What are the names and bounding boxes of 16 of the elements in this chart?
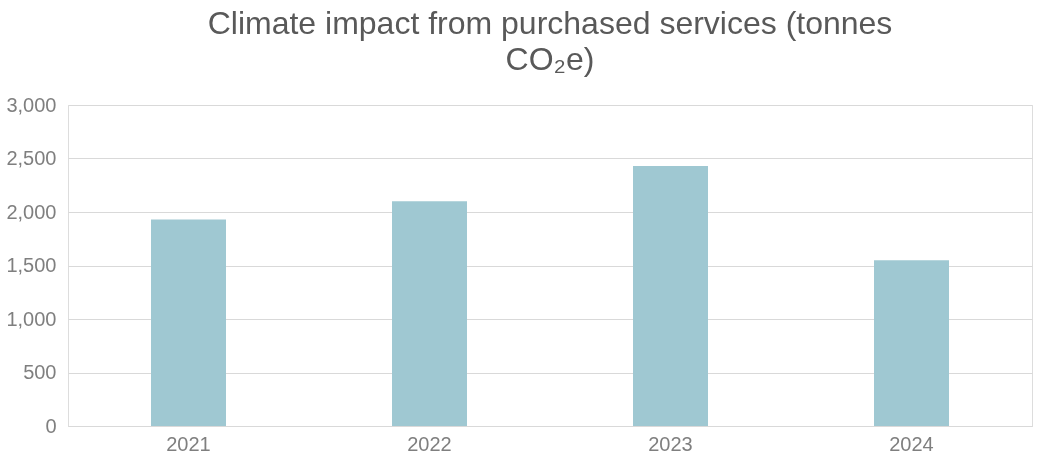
y-tick-label: 2,500 bbox=[6, 147, 57, 169]
y-tick-label: 3,000 bbox=[6, 93, 57, 116]
y-tick-label: 1,000 bbox=[6, 307, 57, 330]
y-tick-label: 1,500 bbox=[6, 254, 57, 276]
x-tick-label: 2021 bbox=[166, 432, 211, 455]
bar bbox=[392, 201, 467, 426]
bar bbox=[874, 260, 949, 426]
x-tick-label: 2024 bbox=[889, 432, 934, 455]
x-tick-label: 2022 bbox=[407, 432, 452, 455]
y-tick-label: 2,000 bbox=[6, 200, 57, 223]
bar bbox=[151, 219, 226, 426]
chart-title: Climate impact from purchased services (tonnes CO₂e) bbox=[207, 5, 893, 77]
x-tick-label: 2023 bbox=[648, 432, 693, 455]
bar bbox=[633, 165, 708, 426]
y-tick-label: 0 bbox=[45, 414, 57, 437]
y-tick-label: 500 bbox=[23, 361, 57, 383]
